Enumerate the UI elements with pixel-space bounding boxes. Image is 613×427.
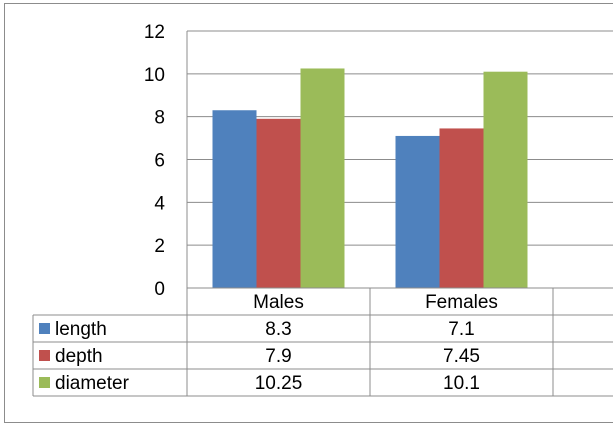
category-label: Females [425, 292, 498, 313]
data-table-value: 10.1 [443, 373, 480, 394]
bar-length-males [212, 110, 257, 288]
y-tick-label: 6 [154, 151, 165, 172]
legend-swatch-length [39, 323, 50, 334]
bar-depth-males [256, 118, 301, 288]
legend-label: length [55, 319, 107, 340]
legend-label: depth [55, 346, 103, 367]
y-tick-label: 8 [154, 108, 165, 129]
data-table-value: 7.9 [265, 346, 291, 367]
y-tick-label: 0 [154, 279, 165, 300]
y-tick-label: 2 [154, 236, 165, 257]
y-tick-label: 4 [154, 193, 165, 214]
y-tick-label: 10 [144, 65, 165, 86]
legend-label: diameter [55, 373, 130, 394]
category-label: Males [253, 292, 304, 313]
legend-swatch-depth [39, 350, 50, 361]
data-table-value: 7.1 [448, 319, 474, 340]
bar-length-females [395, 135, 440, 288]
data-table-value: 7.45 [443, 346, 480, 367]
y-tick-label: 12 [144, 22, 165, 43]
legend-swatch-diameter [39, 377, 50, 388]
bar-diameter-males [300, 68, 345, 289]
data-table-value: 10.25 [255, 373, 303, 394]
data-table-value: 8.3 [265, 319, 291, 340]
bar-diameter-females [483, 71, 528, 288]
bar-depth-females [439, 128, 484, 288]
